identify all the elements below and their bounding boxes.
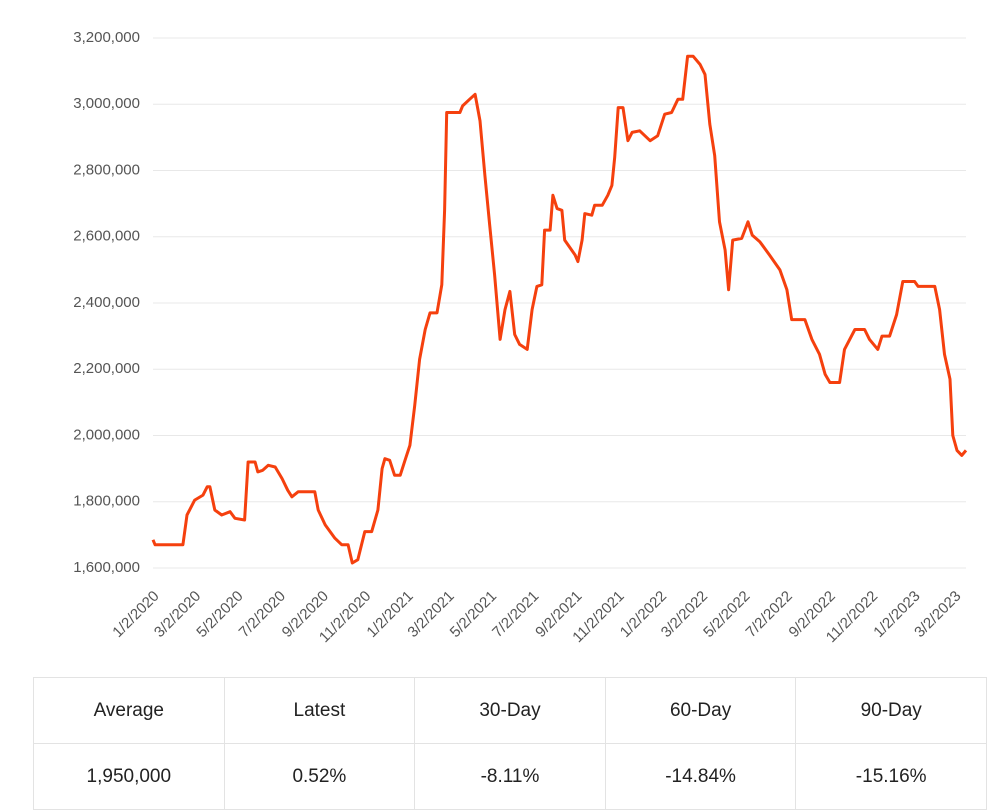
x-tick-label: 7/2/2020 [236, 588, 289, 641]
y-tick-label: 2,000,000 [73, 426, 140, 443]
line-series [151, 54, 968, 565]
y-tick-label: 1,600,000 [73, 559, 140, 576]
y-tick-label: 2,400,000 [73, 294, 140, 311]
value-cell: 0.52% [223, 743, 416, 810]
header-cell: 30-Day [414, 677, 606, 744]
y-tick-label: 1,800,000 [73, 493, 140, 510]
value-cell: -15.16% [795, 743, 987, 810]
x-tick-label: 7/2/2021 [489, 588, 542, 641]
y-tick-label: 2,200,000 [73, 360, 140, 377]
value-cell: 1,950,000 [33, 743, 225, 810]
y-tick-label: 3,000,000 [73, 95, 140, 112]
value-cell: -14.84% [604, 743, 797, 810]
chart: 1,600,000 1,800,000 2,000,000 2,200,000 2,40… [73, 29, 968, 646]
header-cell: 90-Day [795, 677, 987, 744]
header-cell: Latest [223, 677, 416, 744]
stats-table: Average Latest 30-Day 60-Day 90-Day 1,950,000… [33, 677, 987, 810]
header-cell: Average [33, 677, 225, 744]
y-tick-label: 3,200,000 [73, 29, 140, 46]
table-row: 1,950,000 0.52% -8.11% -14.84% -15.16% [33, 743, 987, 810]
header-cell: 60-Day [604, 677, 797, 744]
y-tick-label: 2,600,000 [73, 228, 140, 245]
value-cell: -8.11% [414, 743, 606, 810]
y-tick-label: 2,800,000 [73, 161, 140, 178]
table-row: Average Latest 30-Day 60-Day 90-Day [33, 677, 987, 744]
x-tick-label: 7/2/2022 [743, 588, 796, 641]
